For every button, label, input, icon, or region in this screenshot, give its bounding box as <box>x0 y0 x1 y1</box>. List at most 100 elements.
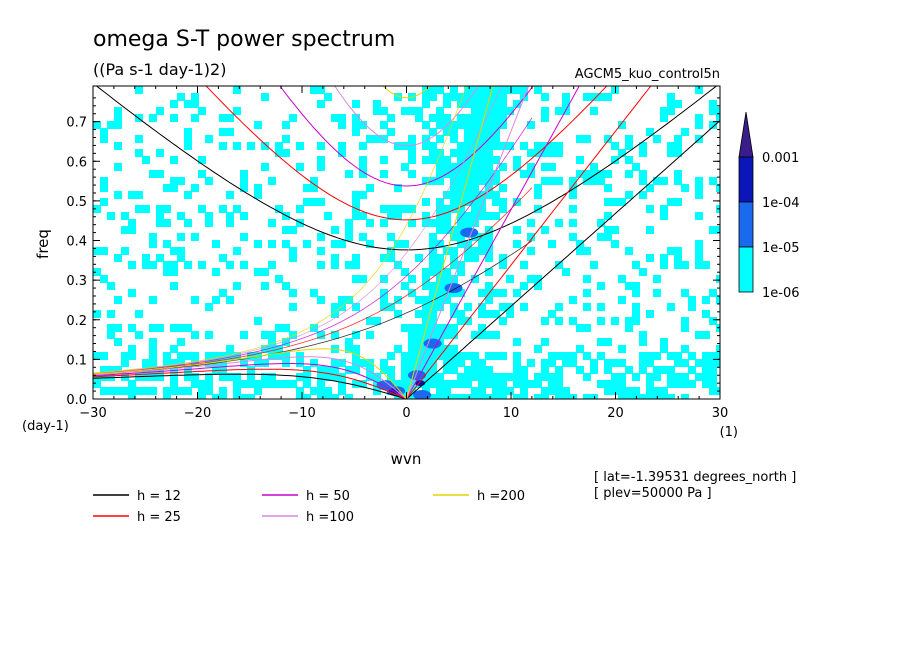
contour-cell <box>548 149 556 157</box>
contour-cell <box>464 142 472 150</box>
contour-cell <box>513 163 521 171</box>
contour-cell <box>562 359 570 367</box>
contour-cell <box>394 142 402 150</box>
contour-cell <box>261 282 269 290</box>
contour-cell <box>275 324 283 332</box>
contour-cell <box>548 373 556 381</box>
contour-cell <box>499 254 507 262</box>
contour-cell <box>429 247 437 255</box>
contour-cell <box>464 93 472 101</box>
rossby-curve <box>93 373 407 399</box>
contour-cell <box>471 394 479 399</box>
contour-cell <box>429 114 437 122</box>
contour-cell <box>569 184 577 192</box>
contour-cell <box>352 100 360 108</box>
contour-cell <box>226 128 234 136</box>
contour-cell <box>639 149 647 157</box>
contour-cell <box>492 198 500 206</box>
contour-cell <box>275 205 283 213</box>
contour-cell <box>436 177 444 185</box>
contour-cell <box>422 310 430 318</box>
y-tick-label: 0.7 <box>66 116 87 131</box>
contour-cell <box>709 387 717 395</box>
contour-cell <box>415 338 423 346</box>
contour-cell <box>436 163 444 171</box>
contour-cell <box>485 100 493 108</box>
contour-cell <box>485 310 493 318</box>
contour-cell <box>569 177 577 185</box>
y-tick-label: 0.2 <box>66 314 87 329</box>
contour-cell <box>702 296 710 304</box>
contour-cell <box>499 93 507 101</box>
contour-cell <box>464 219 472 227</box>
contour-cell <box>394 296 402 304</box>
contour-cell <box>268 380 276 388</box>
contour-cell <box>429 149 437 157</box>
contour-cell <box>352 114 360 122</box>
gravity-curve <box>334 86 479 147</box>
contour-cell <box>436 156 444 164</box>
contour-cell <box>457 184 465 192</box>
contour-cell <box>436 373 444 381</box>
contour-cell <box>331 331 339 339</box>
contour-cell <box>170 387 178 395</box>
contour-cell <box>163 268 171 276</box>
contour-cell <box>548 310 556 318</box>
contour-cell <box>576 156 584 164</box>
contour-cell <box>590 261 598 269</box>
rossby-curve <box>93 356 407 399</box>
contour-cell <box>443 93 451 101</box>
contour-cell <box>618 275 626 283</box>
contour-cell <box>380 156 388 164</box>
contour-cell <box>387 128 395 136</box>
contour-cell <box>709 380 717 388</box>
contour-cell <box>471 100 479 108</box>
contour-cell <box>198 205 206 213</box>
contour-cell <box>555 317 563 325</box>
contour-cell <box>191 352 199 360</box>
contour-cell <box>443 226 451 234</box>
contour-cell <box>317 331 325 339</box>
chart-subtitle: ((Pa s-1 day-1)2) <box>93 60 226 79</box>
contour-cell <box>170 100 178 108</box>
contour-cell <box>156 254 164 262</box>
contour-cell <box>107 373 115 381</box>
contour-cell <box>149 233 157 241</box>
contour-cell <box>688 380 696 388</box>
contour-cell <box>569 352 577 360</box>
contour-cell <box>226 296 234 304</box>
contour-cell <box>184 219 192 227</box>
contour-cell <box>541 107 549 115</box>
contour-cell <box>450 205 458 213</box>
contour-cell <box>352 261 360 269</box>
contour-cell <box>646 359 654 367</box>
contour-cell <box>338 149 346 157</box>
contour-cell <box>415 359 423 367</box>
contour-cell <box>485 331 493 339</box>
contour-cell <box>471 212 479 220</box>
contour-cell <box>618 296 626 304</box>
contour-cell <box>142 359 150 367</box>
legend-entry: h = 50 <box>306 489 350 504</box>
contour-cell <box>247 380 255 388</box>
contour-cell <box>345 261 353 269</box>
contour-cell <box>275 142 283 150</box>
contour-cell <box>387 303 395 311</box>
contour-cell <box>527 380 535 388</box>
contour-cell <box>408 338 416 346</box>
contour-cell <box>639 268 647 276</box>
contour-cell <box>443 387 451 395</box>
contour-cell <box>401 380 409 388</box>
contour-cell <box>674 149 682 157</box>
contour-cell <box>268 352 276 360</box>
contour-cell <box>618 198 626 206</box>
contour-cell <box>282 359 290 367</box>
contour-cell <box>534 205 542 213</box>
run-label: AGCM5_kuo_control5n <box>575 67 720 82</box>
contour-cell <box>471 93 479 101</box>
contour-cell <box>429 331 437 339</box>
contour-cell <box>408 331 416 339</box>
contour-cell <box>408 359 416 367</box>
contour-cell <box>625 387 633 395</box>
contour-cell <box>478 303 486 311</box>
